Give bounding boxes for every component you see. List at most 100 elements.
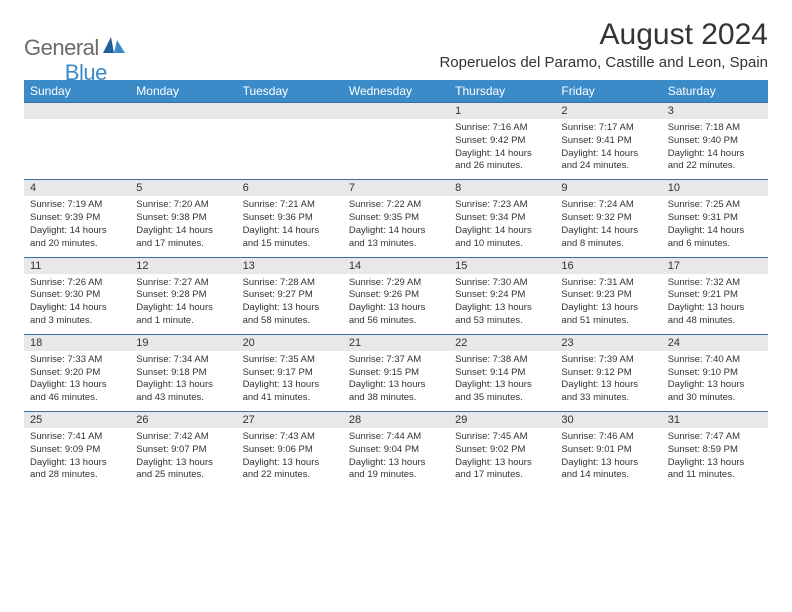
- day-number-cell: 31: [662, 411, 768, 428]
- daylight-text: Daylight: 14 hours and 3 minutes.: [30, 302, 124, 328]
- daylight-text: Daylight: 14 hours and 10 minutes.: [455, 225, 549, 251]
- sunrise-text: Sunrise: 7:27 AM: [136, 277, 230, 290]
- sunset-text: Sunset: 9:30 PM: [30, 289, 124, 302]
- day-detail-cell: Sunrise: 7:32 AMSunset: 9:21 PMDaylight:…: [662, 274, 768, 334]
- day-number-cell: 16: [555, 257, 661, 274]
- sunset-text: Sunset: 8:59 PM: [668, 444, 762, 457]
- sunset-text: Sunset: 9:40 PM: [668, 135, 762, 148]
- day-header: Friday: [555, 80, 661, 102]
- day-number-cell: 1: [449, 102, 555, 119]
- sunset-text: Sunset: 9:26 PM: [349, 289, 443, 302]
- day-detail-cell: Sunrise: 7:17 AMSunset: 9:41 PMDaylight:…: [555, 119, 661, 179]
- sunset-text: Sunset: 9:17 PM: [243, 367, 337, 380]
- day-detail-cell: Sunrise: 7:42 AMSunset: 9:07 PMDaylight:…: [130, 428, 236, 488]
- sunset-text: Sunset: 9:07 PM: [136, 444, 230, 457]
- sunset-text: Sunset: 9:06 PM: [243, 444, 337, 457]
- day-number-cell: 12: [130, 257, 236, 274]
- sunset-text: Sunset: 9:38 PM: [136, 212, 230, 225]
- sunrise-text: Sunrise: 7:18 AM: [668, 122, 762, 135]
- daylight-text: Daylight: 13 hours and 17 minutes.: [455, 457, 549, 483]
- daylight-text: Daylight: 13 hours and 11 minutes.: [668, 457, 762, 483]
- day-number-cell: 9: [555, 179, 661, 196]
- sunset-text: Sunset: 9:15 PM: [349, 367, 443, 380]
- day-number-cell: [24, 102, 130, 119]
- day-detail-cell: Sunrise: 7:28 AMSunset: 9:27 PMDaylight:…: [237, 274, 343, 334]
- sunrise-text: Sunrise: 7:30 AM: [455, 277, 549, 290]
- sunset-text: Sunset: 9:42 PM: [455, 135, 549, 148]
- day-header: Saturday: [662, 80, 768, 102]
- day-detail-cell: Sunrise: 7:33 AMSunset: 9:20 PMDaylight:…: [24, 351, 130, 411]
- day-number-cell: 27: [237, 411, 343, 428]
- day-detail-cell: Sunrise: 7:44 AMSunset: 9:04 PMDaylight:…: [343, 428, 449, 488]
- sunset-text: Sunset: 9:32 PM: [561, 212, 655, 225]
- day-detail-cell: Sunrise: 7:38 AMSunset: 9:14 PMDaylight:…: [449, 351, 555, 411]
- sunrise-text: Sunrise: 7:21 AM: [243, 199, 337, 212]
- sunrise-text: Sunrise: 7:23 AM: [455, 199, 549, 212]
- day-number-cell: 26: [130, 411, 236, 428]
- day-number-cell: 19: [130, 334, 236, 351]
- daylight-text: Daylight: 13 hours and 33 minutes.: [561, 379, 655, 405]
- sunrise-text: Sunrise: 7:46 AM: [561, 431, 655, 444]
- day-number-cell: 10: [662, 179, 768, 196]
- day-number-cell: 13: [237, 257, 343, 274]
- day-number-cell: 5: [130, 179, 236, 196]
- week-daynum-row: 18192021222324: [24, 334, 768, 351]
- daylight-text: Daylight: 13 hours and 38 minutes.: [349, 379, 443, 405]
- day-header: Monday: [130, 80, 236, 102]
- daylight-text: Daylight: 14 hours and 15 minutes.: [243, 225, 337, 251]
- sunrise-text: Sunrise: 7:20 AM: [136, 199, 230, 212]
- day-detail-cell: Sunrise: 7:45 AMSunset: 9:02 PMDaylight:…: [449, 428, 555, 488]
- sunset-text: Sunset: 9:21 PM: [668, 289, 762, 302]
- sunset-text: Sunset: 9:24 PM: [455, 289, 549, 302]
- daylight-text: Daylight: 13 hours and 30 minutes.: [668, 379, 762, 405]
- sunset-text: Sunset: 9:14 PM: [455, 367, 549, 380]
- sunrise-text: Sunrise: 7:22 AM: [349, 199, 443, 212]
- sunset-text: Sunset: 9:04 PM: [349, 444, 443, 457]
- day-number-cell: 17: [662, 257, 768, 274]
- daylight-text: Daylight: 13 hours and 28 minutes.: [30, 457, 124, 483]
- week-detail-row: Sunrise: 7:26 AMSunset: 9:30 PMDaylight:…: [24, 274, 768, 334]
- daylight-text: Daylight: 14 hours and 22 minutes.: [668, 148, 762, 174]
- sunrise-text: Sunrise: 7:39 AM: [561, 354, 655, 367]
- day-detail-cell: Sunrise: 7:40 AMSunset: 9:10 PMDaylight:…: [662, 351, 768, 411]
- sunset-text: Sunset: 9:28 PM: [136, 289, 230, 302]
- day-number-cell: 24: [662, 334, 768, 351]
- day-number-cell: 4: [24, 179, 130, 196]
- daylight-text: Daylight: 13 hours and 19 minutes.: [349, 457, 443, 483]
- sunrise-text: Sunrise: 7:19 AM: [30, 199, 124, 212]
- daylight-text: Daylight: 13 hours and 51 minutes.: [561, 302, 655, 328]
- sunset-text: Sunset: 9:10 PM: [668, 367, 762, 380]
- daylight-text: Daylight: 13 hours and 43 minutes.: [136, 379, 230, 405]
- day-detail-cell: Sunrise: 7:37 AMSunset: 9:15 PMDaylight:…: [343, 351, 449, 411]
- day-detail-cell: Sunrise: 7:25 AMSunset: 9:31 PMDaylight:…: [662, 196, 768, 256]
- day-detail-cell: Sunrise: 7:31 AMSunset: 9:23 PMDaylight:…: [555, 274, 661, 334]
- day-number-cell: 14: [343, 257, 449, 274]
- day-detail-cell: Sunrise: 7:19 AMSunset: 9:39 PMDaylight:…: [24, 196, 130, 256]
- week-daynum-row: 123: [24, 102, 768, 119]
- week-daynum-row: 11121314151617: [24, 257, 768, 274]
- sunset-text: Sunset: 9:39 PM: [30, 212, 124, 225]
- day-number-cell: 21: [343, 334, 449, 351]
- sunset-text: Sunset: 9:23 PM: [561, 289, 655, 302]
- daylight-text: Daylight: 13 hours and 14 minutes.: [561, 457, 655, 483]
- sunrise-text: Sunrise: 7:41 AM: [30, 431, 124, 444]
- week-detail-row: Sunrise: 7:33 AMSunset: 9:20 PMDaylight:…: [24, 351, 768, 411]
- sunset-text: Sunset: 9:27 PM: [243, 289, 337, 302]
- header: General Blue August 2024 Roperuelos del …: [24, 18, 768, 72]
- sunrise-text: Sunrise: 7:26 AM: [30, 277, 124, 290]
- sunset-text: Sunset: 9:41 PM: [561, 135, 655, 148]
- day-detail-cell: Sunrise: 7:30 AMSunset: 9:24 PMDaylight:…: [449, 274, 555, 334]
- day-detail-cell: Sunrise: 7:43 AMSunset: 9:06 PMDaylight:…: [237, 428, 343, 488]
- day-detail-cell: [24, 119, 130, 179]
- sunrise-text: Sunrise: 7:25 AM: [668, 199, 762, 212]
- daylight-text: Daylight: 13 hours and 25 minutes.: [136, 457, 230, 483]
- sunset-text: Sunset: 9:12 PM: [561, 367, 655, 380]
- day-number-cell: 3: [662, 102, 768, 119]
- daylight-text: Daylight: 13 hours and 56 minutes.: [349, 302, 443, 328]
- daylight-text: Daylight: 13 hours and 41 minutes.: [243, 379, 337, 405]
- logo-text-blue: Blue: [65, 60, 107, 86]
- day-detail-cell: Sunrise: 7:20 AMSunset: 9:38 PMDaylight:…: [130, 196, 236, 256]
- sunrise-text: Sunrise: 7:45 AM: [455, 431, 549, 444]
- day-number-cell: 20: [237, 334, 343, 351]
- day-number-cell: 28: [343, 411, 449, 428]
